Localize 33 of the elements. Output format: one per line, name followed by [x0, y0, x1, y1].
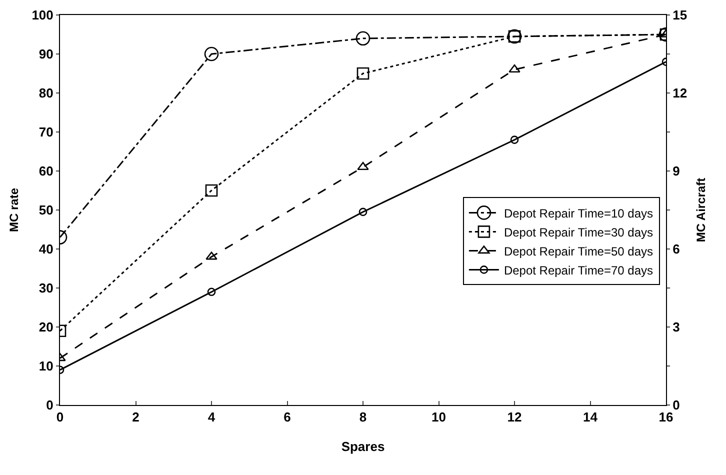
x-tick-label: 2 [132, 410, 140, 425]
x-tick-label: 12 [507, 410, 522, 425]
y-tick-label: 50 [38, 202, 54, 218]
y2-tick-label: 9 [672, 164, 680, 179]
x-tick-label: 8 [359, 410, 367, 425]
y-tick-label: 60 [38, 164, 54, 179]
x-tick-label: 16 [658, 410, 674, 425]
y-tick-label: 30 [38, 280, 54, 296]
legend-label: Depot Repair Time=70 days [504, 263, 654, 278]
x-tick-label: 4 [208, 410, 216, 425]
y-tick-label: 0 [46, 398, 54, 413]
legend-label: Depot Repair Time=10 days [504, 206, 654, 220]
x-tick-label: 10 [432, 410, 446, 425]
y2-tick-label: 12 [672, 86, 688, 101]
y2-tick-label: 0 [672, 398, 680, 413]
y2-tick-label: 6 [672, 242, 680, 257]
y-tick-label: 10 [38, 358, 54, 374]
x-tick-label: 6 [284, 410, 291, 425]
y2-tick-label: 15 [672, 8, 688, 23]
y-tick-label: 40 [38, 242, 54, 257]
y-tick-label: 70 [38, 124, 54, 140]
y-tick-label: 100 [32, 8, 54, 23]
y-axis-title: MC rate [6, 188, 21, 232]
x-tick-label: 0 [56, 410, 64, 425]
y-tick-label: 20 [38, 320, 54, 335]
y-tick-label: 90 [38, 46, 54, 62]
legend-label: Depot Repair Time=30 days [504, 225, 654, 240]
x-tick-label: 14 [583, 410, 598, 425]
y2-axis-title: MC Aircraft [694, 178, 708, 242]
x-axis-title: Spares [341, 439, 385, 454]
y-tick-label: 80 [38, 86, 54, 101]
legend-label: Depot Repair Time=50 days [504, 244, 654, 258]
y2-tick-label: 3 [672, 320, 680, 335]
